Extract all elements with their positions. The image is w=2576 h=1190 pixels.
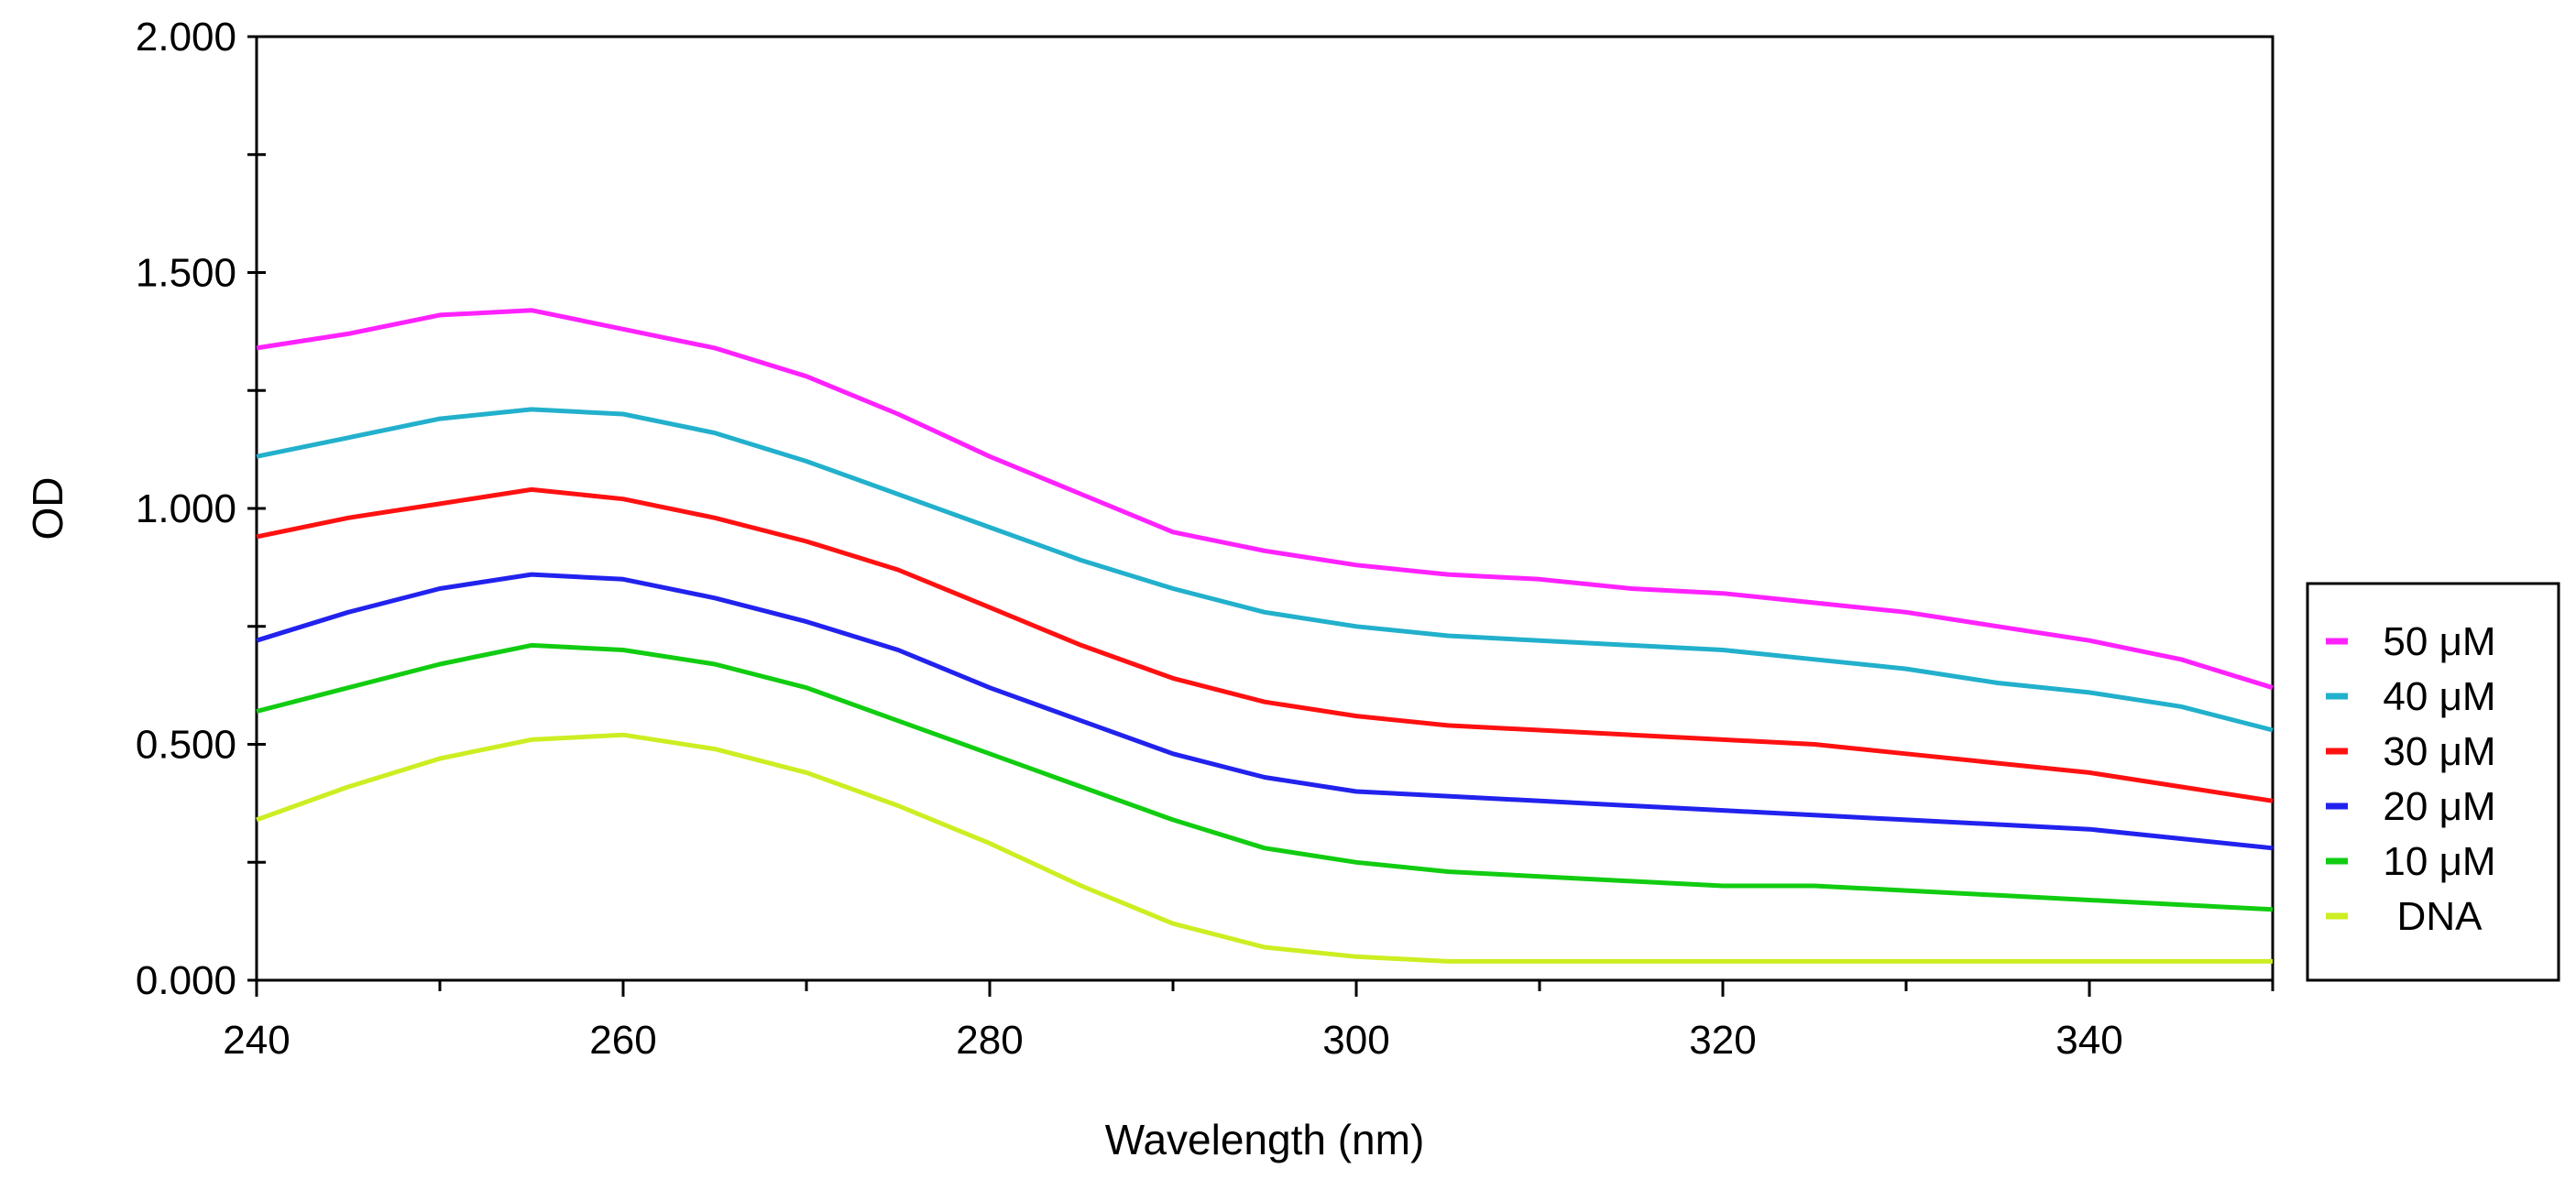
legend-label: 10 μM xyxy=(2383,839,2495,884)
legend-label: 30 μM xyxy=(2383,729,2495,774)
series-line-30-m xyxy=(256,486,2274,803)
x-axis-title: Wavelength (nm) xyxy=(1105,1116,1425,1163)
x-tick-label: 340 xyxy=(2055,1018,2122,1063)
y-axis: 0.000 0.500 1.000 1.500 2.000 xyxy=(136,15,266,1003)
y-tick-label: 0.000 xyxy=(136,958,236,1003)
plot-area-frame xyxy=(255,35,2275,982)
y-tick-label: 1.500 xyxy=(136,251,236,296)
x-tick-label: 240 xyxy=(223,1018,290,1063)
legend-box xyxy=(2306,582,2560,982)
series-line-20-m xyxy=(256,572,2274,851)
series-line-50-m xyxy=(256,308,2274,691)
legend: 50 μM 40 μM 30 μM 20 μM 10 μM DNA xyxy=(2306,582,2560,982)
x-tick-label: 300 xyxy=(1322,1018,1389,1063)
series-line-40-m xyxy=(256,407,2274,733)
legend-label: 50 μM xyxy=(2383,619,2495,664)
legend-label: 40 μM xyxy=(2383,674,2495,719)
y-tick-label: 1.000 xyxy=(136,486,236,531)
y-tick-label: 0.500 xyxy=(136,723,236,768)
series-line-dna xyxy=(256,732,2273,964)
x-tick-label: 320 xyxy=(1689,1018,1756,1063)
x-tick-label: 260 xyxy=(589,1018,656,1063)
legend-label: DNA xyxy=(2397,894,2483,939)
series-line-10-m xyxy=(256,642,2274,912)
legend-label: 20 μM xyxy=(2383,784,2495,829)
y-axis-title: OD xyxy=(24,477,71,540)
y-tick-label: 2.000 xyxy=(136,15,236,60)
series-lines xyxy=(256,308,2274,964)
x-axis: 240 260 280 300 320 340 xyxy=(223,980,2275,1063)
x-tick-label: 280 xyxy=(956,1018,1023,1063)
